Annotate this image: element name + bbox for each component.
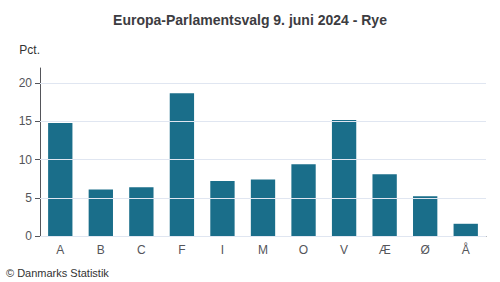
svg-text:Å: Å: [462, 242, 470, 257]
svg-text:V: V: [340, 243, 348, 257]
svg-text:Ø: Ø: [421, 243, 430, 257]
svg-text:0: 0: [25, 229, 32, 243]
svg-text:Æ: Æ: [379, 243, 391, 257]
svg-text:O: O: [299, 243, 308, 257]
svg-text:5: 5: [25, 191, 32, 205]
svg-text:Pct.: Pct.: [19, 43, 40, 57]
svg-text:C: C: [137, 243, 146, 257]
svg-text:B: B: [97, 243, 105, 257]
svg-text:15: 15: [19, 114, 33, 128]
svg-text:Europa-Parlamentsvalg 9. juni: Europa-Parlamentsvalg 9. juni 2024 - Rye: [113, 12, 387, 28]
svg-text:A: A: [56, 243, 64, 257]
svg-text:10: 10: [19, 153, 33, 167]
svg-text:20: 20: [19, 76, 33, 90]
svg-text:F: F: [178, 243, 185, 257]
svg-text:I: I: [221, 243, 224, 257]
svg-text:© Danmarks Statistik: © Danmarks Statistik: [6, 267, 109, 279]
svg-text:M: M: [258, 243, 268, 257]
